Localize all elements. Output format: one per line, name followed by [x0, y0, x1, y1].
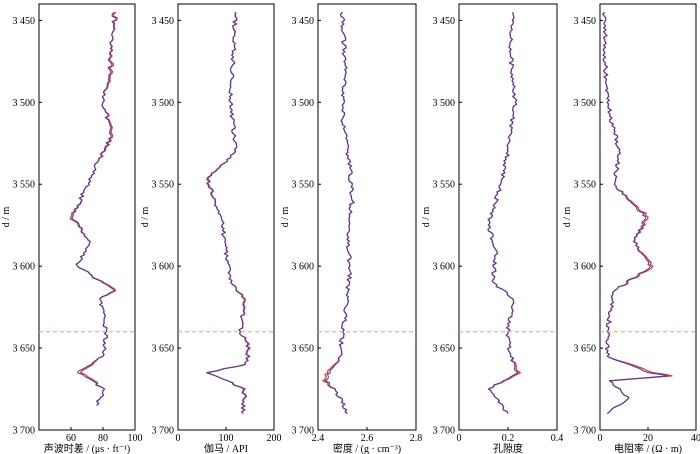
y-tick-label: 3 600	[574, 262, 597, 273]
y-tick-label: 3 700	[433, 426, 456, 437]
y-tick-label: 3 700	[152, 426, 175, 437]
y-tick-label: 3 450	[574, 16, 597, 27]
y-tick-label: 3 500	[433, 98, 456, 109]
y-axis-label: d / m	[421, 207, 432, 228]
x-axis-label: 声波时差 / (μs · ft⁻¹)	[44, 442, 130, 454]
series-line-1	[322, 11, 355, 415]
x-tick-label: 100	[128, 433, 143, 444]
plot-frame	[458, 3, 558, 431]
series-line-2	[324, 11, 355, 414]
x-axis-label: 电阻率 / (Ω · m)	[614, 442, 682, 454]
x-axis-label: 密度 / (g · cm⁻³)	[333, 442, 401, 454]
y-tick-label: 3 700	[292, 426, 315, 437]
y-tick-label: 3 600	[152, 262, 175, 273]
x-tick-label: 2.4	[312, 433, 325, 444]
x-tick-label: 80	[98, 433, 108, 444]
y-tick-label: 3 550	[433, 180, 456, 191]
track-panel-1: 3 450 3 500 3 550 3 600 3 650 3 700 60 80 100 d /…	[1, 3, 143, 454]
y-axis-label: d / m	[280, 207, 291, 228]
x-tick-label: 0.2	[502, 433, 515, 444]
y-axis-label: d / m	[562, 207, 573, 228]
x-tick-label: 20	[643, 433, 653, 444]
x-tick-label: 0	[598, 433, 603, 444]
y-tick-label: 3 450	[13, 16, 36, 27]
y-tick-label: 3 650	[433, 344, 456, 355]
y-tick-label: 3 450	[152, 16, 175, 27]
y-tick-label: 3 550	[152, 180, 175, 191]
series-line-2	[487, 12, 519, 414]
y-tick-label: 3 600	[292, 262, 315, 273]
y-tick-label: 3 550	[574, 180, 597, 191]
x-tick-label: 200	[267, 433, 282, 444]
x-tick-label: 0	[457, 433, 462, 444]
x-tick-label: 100	[219, 433, 234, 444]
y-tick-label: 3 500	[152, 98, 175, 109]
plot-frame	[38, 3, 136, 431]
y-tick-label: 3 650	[292, 344, 315, 355]
x-axis-label: 孔隙度	[493, 442, 523, 454]
x-tick-label: 0	[176, 433, 181, 444]
y-tick-label: 3 500	[292, 98, 315, 109]
x-tick-label: 2.6	[361, 433, 374, 444]
series-line-2	[206, 12, 250, 414]
series-line-2	[71, 11, 117, 406]
plot-frame	[177, 3, 275, 431]
y-tick-label: 3 600	[433, 262, 456, 273]
x-tick-label: 0.4	[551, 433, 564, 444]
y-tick-label: 3 500	[574, 98, 597, 109]
y-axis-label: d / m	[140, 207, 151, 228]
y-tick-label: 3 650	[152, 344, 175, 355]
y-tick-label: 3 700	[574, 426, 597, 437]
series-line-1	[487, 12, 521, 414]
x-tick-label: 40	[691, 433, 700, 444]
y-tick-label: 3 550	[13, 180, 36, 191]
x-tick-label: 2.8	[410, 433, 423, 444]
series-line-1	[602, 11, 673, 415]
y-tick-label: 3 650	[13, 344, 36, 355]
series-line-2	[602, 11, 668, 414]
y-tick-label: 3 450	[433, 16, 456, 27]
y-tick-label: 3 700	[13, 426, 36, 437]
series-line-1	[206, 12, 251, 414]
y-tick-label: 3 600	[13, 262, 36, 273]
x-tick-label: 60	[66, 433, 76, 444]
y-tick-label: 3 650	[574, 344, 597, 355]
y-tick-label: 3 450	[292, 16, 315, 27]
y-tick-label: 3 500	[13, 98, 36, 109]
y-axis-label: d / m	[1, 207, 12, 228]
y-tick-label: 3 550	[292, 180, 315, 191]
x-axis-label: 伽马 / API	[204, 442, 248, 454]
